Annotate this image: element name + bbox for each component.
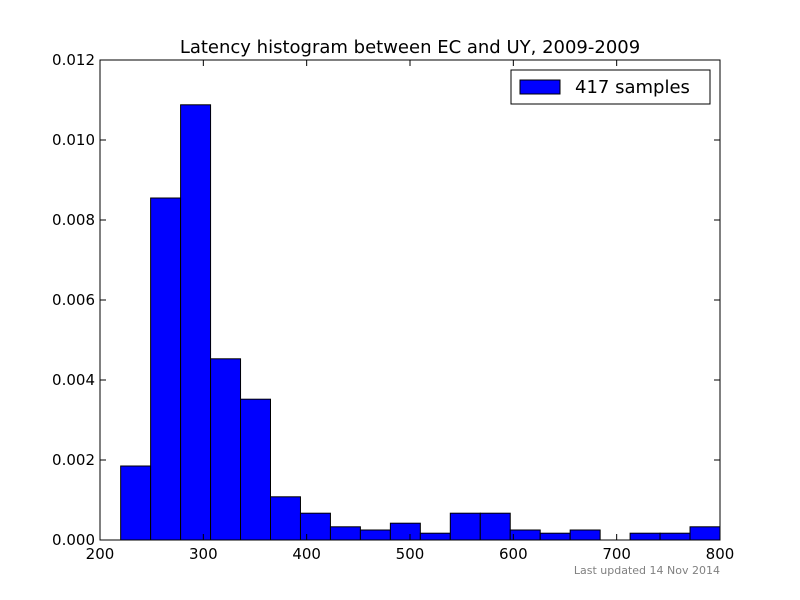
y-tick-label: 0.002 [52,451,95,469]
histogram-bar [449,512,481,541]
histogram-bar [629,532,661,541]
x-tick-label: 500 [396,545,425,563]
histogram-bar [659,532,691,541]
histogram-bar [539,532,571,541]
x-tick-label: 800 [706,545,735,563]
legend-label: 417 samples [575,77,690,98]
histogram-bar [299,512,331,541]
y-tick-label: 0.000 [52,531,95,549]
histogram-bar [210,358,242,541]
histogram-bar [419,532,451,541]
histogram-bar [389,522,421,541]
histogram-bars [120,104,721,541]
legend: 417 samples [510,69,711,105]
x-tick-label: 200 [86,545,115,563]
y-tick-label: 0.010 [52,131,95,149]
y-axis-ticks: 0.000 0.002 0.004 0.006 0.008 0.010 0.012 [52,51,720,549]
y-tick-label: 0.006 [52,291,95,309]
histogram-bar [689,526,721,541]
last-updated-footer: Last updated 14 Nov 2014 [574,564,720,577]
histogram-bar [150,197,182,541]
x-tick-label: 300 [189,545,218,563]
x-tick-label: 600 [499,545,528,563]
y-tick-label: 0.008 [52,211,95,229]
histogram-bar [479,512,511,541]
histogram-bar [240,398,271,541]
histogram-bar [509,529,541,541]
histogram-bar [120,465,152,541]
legend-swatch [519,79,561,95]
chart-title: Latency histogram between EC and UY, 200… [180,37,640,58]
histogram-bar [270,496,301,541]
histogram-bar [569,529,601,541]
histogram-bar [359,529,391,541]
histogram-bar [329,526,361,541]
y-tick-label: 0.012 [52,51,95,69]
histogram-bar [180,104,212,541]
x-tick-label: 400 [292,545,321,563]
x-tick-label: 700 [602,545,631,563]
y-tick-label: 0.004 [52,371,95,389]
x-axis-ticks: 200 300 400 500 600 700 800 [86,60,735,563]
